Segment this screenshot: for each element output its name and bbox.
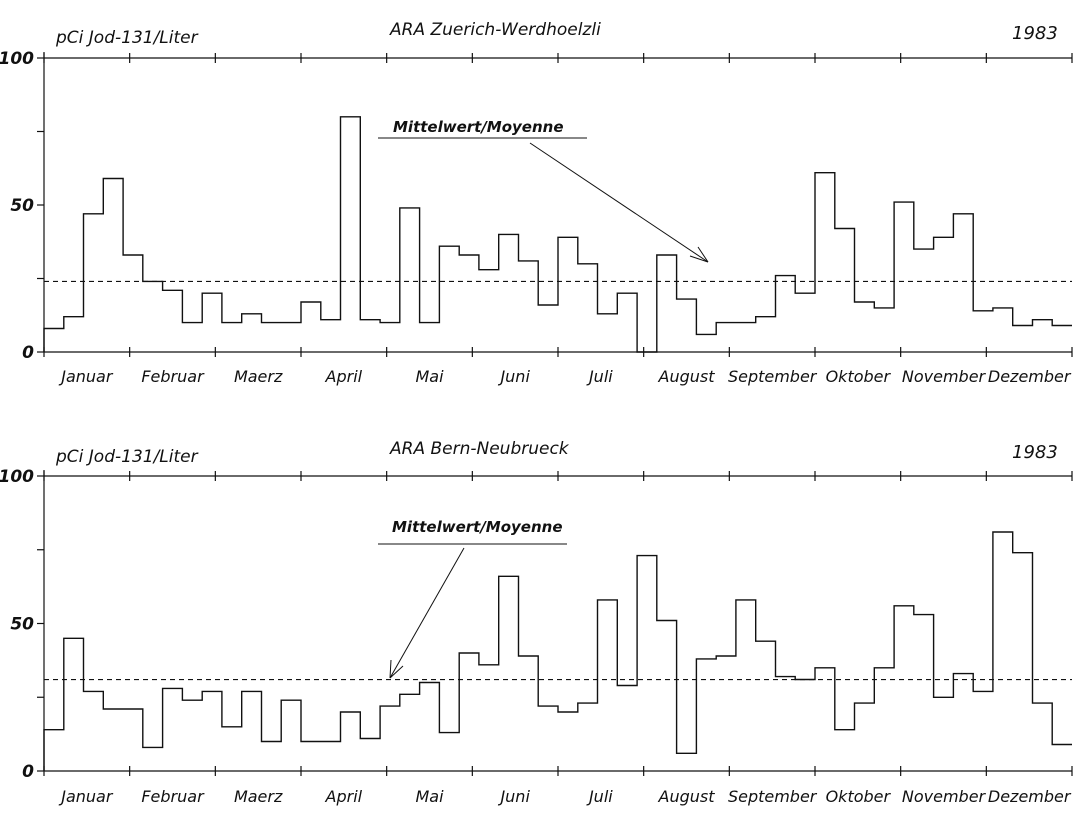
weekly-step-series xyxy=(44,532,1072,771)
y-tick-label: 100 xyxy=(0,49,34,69)
month-label: Juni xyxy=(497,787,530,806)
month-label: Mai xyxy=(415,787,444,806)
month-label: Februar xyxy=(141,787,205,806)
chart-year: 1983 xyxy=(1012,23,1058,44)
month-label: August xyxy=(658,367,716,386)
month-label: Juli xyxy=(586,787,613,806)
month-label: September xyxy=(728,367,818,386)
chart-bern: pCi Jod-131/Liter ARA Bern-Neubrueck 198… xyxy=(0,439,1072,806)
annotation-arrow xyxy=(530,143,708,262)
month-label: Mai xyxy=(415,367,444,386)
month-label: August xyxy=(658,787,716,806)
month-label: Juli xyxy=(586,367,613,386)
mean-annotation-label: Mittelwert/Moyenne xyxy=(392,518,563,536)
y-tick-label: 50 xyxy=(10,615,34,635)
month-label: Maerz xyxy=(234,787,283,806)
chart-zuerich: pCi Jod-131/Liter ARA Zuerich-Werdhoelzl… xyxy=(0,20,1072,386)
month-label: November xyxy=(902,367,987,386)
month-label: Februar xyxy=(141,367,205,386)
month-label: Januar xyxy=(58,367,114,386)
y-tick-label: 0 xyxy=(22,343,34,363)
month-label: Oktober xyxy=(826,787,892,806)
y-tick-label: 0 xyxy=(22,762,34,782)
month-label: April xyxy=(325,367,363,386)
month-label: Juni xyxy=(497,367,530,386)
weekly-step-series xyxy=(44,117,1072,352)
month-label: Dezember xyxy=(988,787,1072,806)
month-label: September xyxy=(728,787,818,806)
y-axis-label: pCi Jod-131/Liter xyxy=(55,28,199,48)
month-label: Dezember xyxy=(988,367,1072,386)
y-axis-label: pCi Jod-131/Liter xyxy=(55,447,199,467)
y-tick-label: 100 xyxy=(0,467,34,487)
y-tick-label: 50 xyxy=(10,196,34,216)
chart-title: ARA Zuerich-Werdhoelzli xyxy=(389,20,601,40)
chart-title: ARA Bern-Neubrueck xyxy=(389,439,570,459)
chart-year: 1983 xyxy=(1012,442,1058,463)
annotation-arrow xyxy=(390,548,464,678)
month-label: Januar xyxy=(58,787,114,806)
month-label: November xyxy=(902,787,987,806)
month-label: Maerz xyxy=(234,367,283,386)
mean-annotation-label: Mittelwert/Moyenne xyxy=(393,118,564,136)
month-label: Oktober xyxy=(826,367,892,386)
month-label: April xyxy=(325,787,363,806)
